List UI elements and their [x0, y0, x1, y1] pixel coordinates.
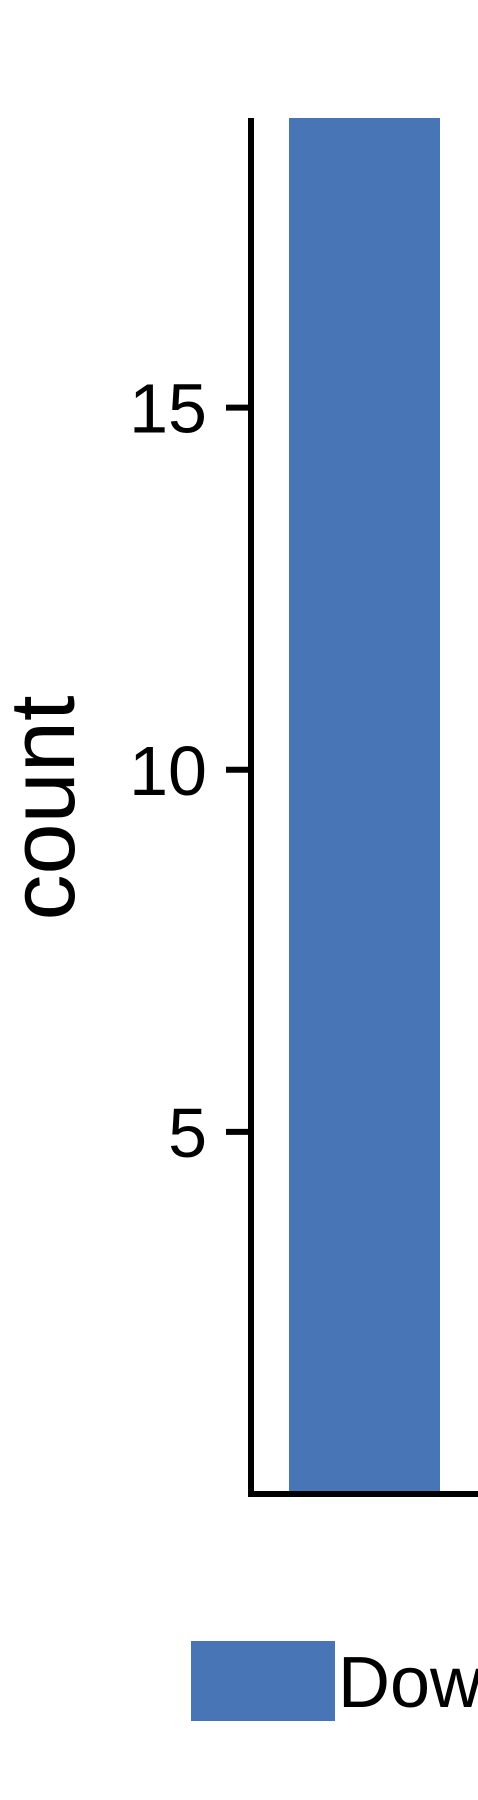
bar-down	[289, 118, 440, 1494]
y-tick-label: 15	[129, 370, 207, 448]
legend-swatch	[191, 1641, 335, 1721]
y-tick-label: 5	[168, 1094, 207, 1172]
legend-label: Down	[338, 1643, 478, 1723]
legend: Down	[191, 1641, 478, 1723]
y-axis-title: count	[0, 695, 94, 920]
y-axis-ticks: 5 10 15	[129, 370, 251, 1172]
y-tick-label: 10	[129, 732, 207, 810]
bars-layer	[289, 118, 440, 1494]
